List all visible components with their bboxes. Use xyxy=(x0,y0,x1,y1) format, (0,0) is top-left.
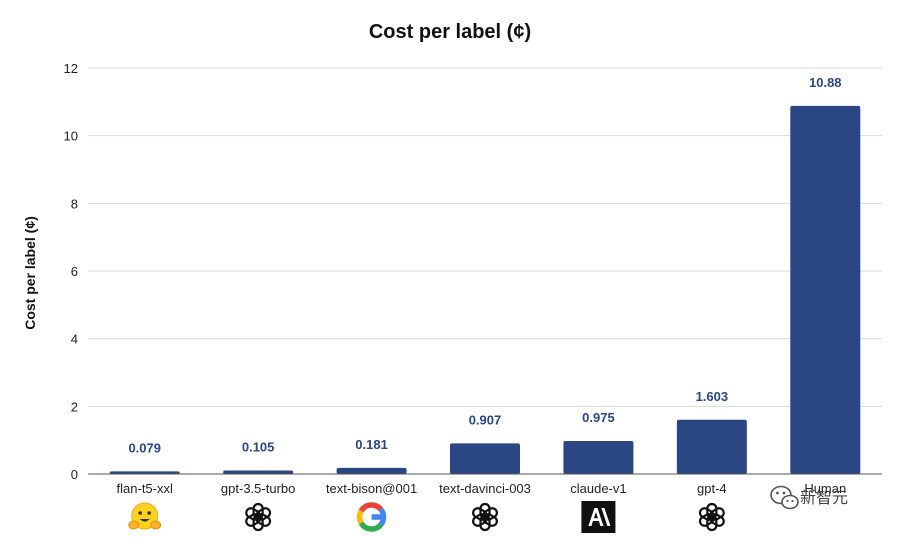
data-label: 0.907 xyxy=(469,412,502,427)
google-icon xyxy=(356,502,387,532)
chart-title: Cost per label (¢) xyxy=(369,21,531,43)
y-axis-label: Cost per label (¢) xyxy=(22,216,38,330)
data-label: 0.181 xyxy=(355,437,388,452)
data-labels: 0.079 0.105 0.181 0.907 0.975 1.603 10.88 xyxy=(128,75,841,455)
bar xyxy=(790,105,861,474)
data-label: 1.603 xyxy=(696,389,729,404)
category-label: gpt-3.5-turbo xyxy=(221,481,295,496)
category-icons xyxy=(128,501,725,533)
bars xyxy=(109,105,861,474)
data-label: 0.975 xyxy=(582,410,615,425)
category-label: text-davinci-003 xyxy=(439,481,531,496)
data-label: 0.079 xyxy=(128,440,161,455)
openai-icon xyxy=(245,502,272,532)
category-label: text-bison@001 xyxy=(326,481,417,496)
y-tick-label: 10 xyxy=(64,129,78,144)
data-label: 0.105 xyxy=(242,439,275,454)
category-labels: flan-t5-xxl gpt-3.5-turbo text-bison@001 te… xyxy=(117,481,847,496)
bar xyxy=(450,443,520,474)
gridlines xyxy=(88,67,882,407)
bar xyxy=(563,441,634,474)
bar xyxy=(223,470,294,474)
y-tick-label: 8 xyxy=(71,196,78,211)
watermark: 新智元 xyxy=(770,485,848,510)
y-axis-ticks: 0 2 4 6 8 10 12 xyxy=(64,61,78,482)
bar xyxy=(336,467,407,474)
bar xyxy=(109,471,180,474)
wechat-icon xyxy=(770,485,799,510)
category-label: claude-v1 xyxy=(570,481,626,496)
category-label: flan-t5-xxl xyxy=(117,481,173,496)
y-tick-label: 0 xyxy=(71,467,78,482)
y-tick-label: 2 xyxy=(71,399,78,414)
y-tick-label: 12 xyxy=(64,61,78,76)
openai-icon xyxy=(698,502,725,532)
category-label: Human xyxy=(804,481,846,496)
y-tick-label: 6 xyxy=(71,264,78,279)
category-label: gpt-4 xyxy=(697,481,727,496)
anthropic-icon xyxy=(581,501,616,533)
openai-icon xyxy=(472,502,498,532)
bar xyxy=(676,419,747,474)
watermark-text: 新智元 xyxy=(800,488,848,507)
data-label: 10.88 xyxy=(809,75,842,90)
hugging-face-icon xyxy=(128,502,162,530)
y-tick-label: 4 xyxy=(71,332,78,347)
